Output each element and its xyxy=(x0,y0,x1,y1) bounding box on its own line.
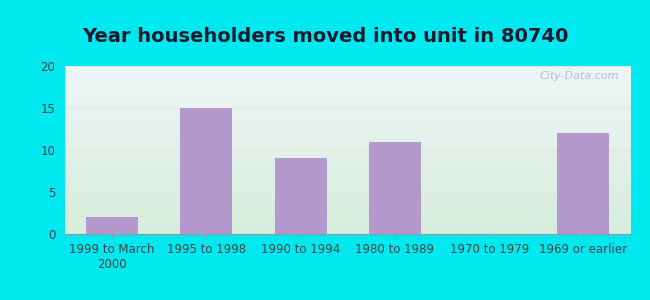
Bar xyxy=(86,217,138,234)
Text: Year householders moved into unit in 80740: Year householders moved into unit in 807… xyxy=(82,27,568,46)
Bar xyxy=(369,142,421,234)
Bar xyxy=(275,158,326,234)
Bar xyxy=(558,133,609,234)
Bar xyxy=(181,108,232,234)
Text: City-Data.com: City-Data.com xyxy=(540,71,619,81)
